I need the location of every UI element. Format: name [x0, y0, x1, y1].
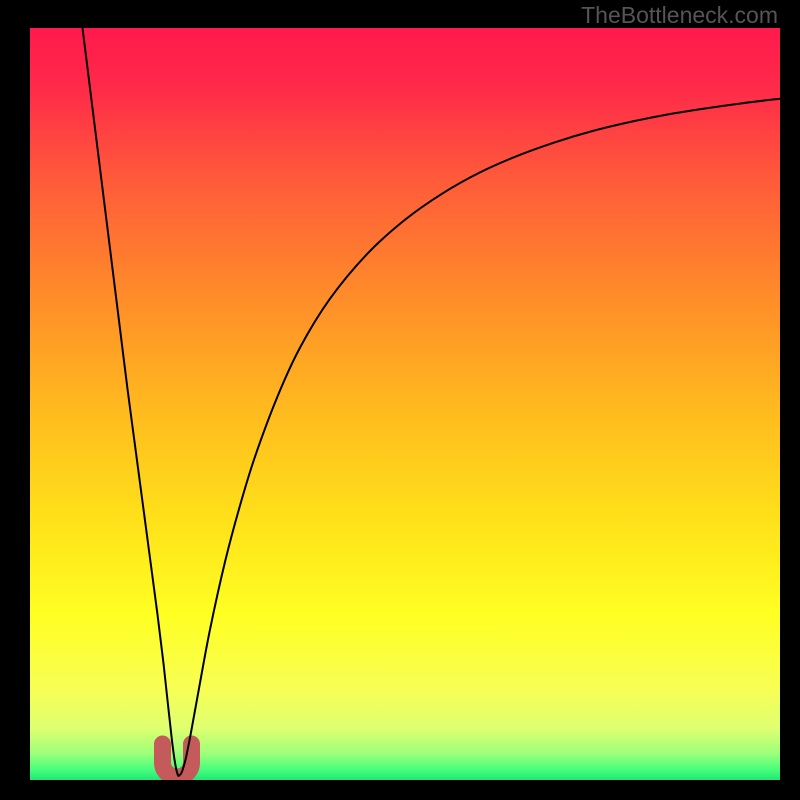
plot-svg	[30, 28, 780, 780]
plot-area	[30, 28, 780, 780]
watermark-text: TheBottleneck.com	[581, 2, 778, 29]
gradient-background	[30, 28, 780, 780]
chart-frame: TheBottleneck.com	[0, 0, 800, 800]
